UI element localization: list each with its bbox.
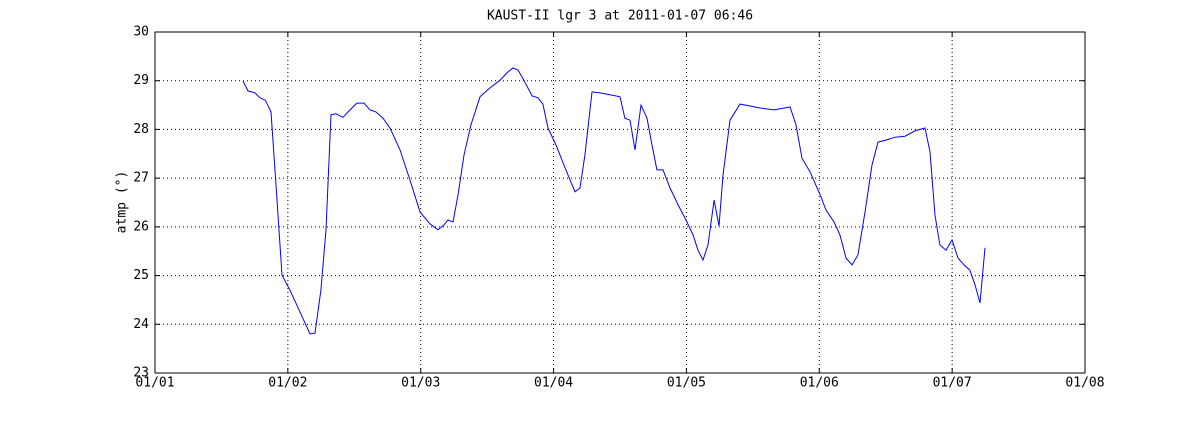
y-tick-label: 25 [133,268,149,283]
x-tick-label: 01/02 [268,376,307,391]
x-tick-label: 01/06 [800,376,839,391]
plot-frame [154,31,1086,374]
y-tick-label: 27 [133,171,149,186]
y-tick-label: 24 [133,317,149,332]
y-axis-label: atmp (°) [115,171,130,234]
y-tick-label: 23 [133,366,149,381]
y-tick-label: 29 [133,73,149,88]
x-tick-label: 01/07 [933,376,972,391]
x-tick-label: 01/04 [534,376,573,391]
x-tick-label: 01/01 [135,376,174,391]
x-tick-label: 01/08 [1065,376,1104,391]
x-tick-label: 01/03 [401,376,440,391]
x-tick-label: 01/05 [667,376,706,391]
y-tick-label: 28 [133,122,149,137]
chart-title: KAUST-II lgr 3 at 2011-01-07 06:46 [487,9,753,24]
y-tick-label: 26 [133,219,149,234]
data-line [242,67,986,335]
y-tick-label: 30 [133,25,149,40]
